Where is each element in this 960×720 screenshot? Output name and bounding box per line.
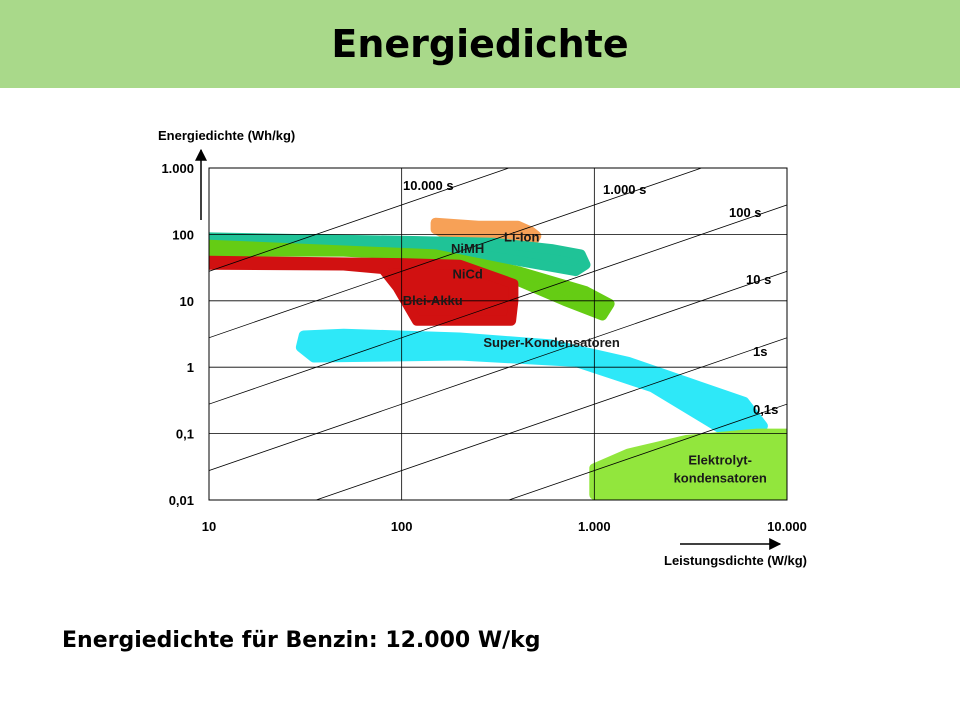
- time-line-label: 100 s: [729, 205, 762, 220]
- time-line: [209, 168, 703, 339]
- region-elektrolyt-kondensatoren: [589, 428, 787, 500]
- time-line-label: 10 s: [746, 272, 771, 287]
- time-line-label: 0,1s: [753, 402, 778, 417]
- time-line: [209, 168, 511, 272]
- footnote: Energiedichte für Benzin: 12.000 W/kg: [62, 628, 541, 653]
- y-tick-label: 0,01: [169, 493, 194, 508]
- time-line-label: 10.000 s: [403, 178, 454, 193]
- slide-title: Energiedichte: [331, 22, 629, 66]
- chart-frame: [195, 148, 788, 550]
- region-label-elektrolyt-kondensatoren: Elektrolyt-kondensatoren: [674, 452, 767, 485]
- region-label-super-kondensatoren: Super-Kondensatoren: [483, 335, 620, 350]
- title-banner: Energiedichte: [0, 0, 960, 88]
- chart-ticks: 1.000 100 10 1 0,1 0,01 10 100 1.000 10.000: [161, 161, 806, 534]
- region-label-nicd: NiCd: [452, 266, 482, 281]
- time-line: [209, 204, 787, 405]
- region-labels: Li-Ion NiMH NiCd Blei-Akku Super-Kondensator…: [403, 229, 767, 485]
- plot-frame: [208, 167, 788, 501]
- y-axis-label: Energiedichte (Wh/kg): [158, 128, 295, 143]
- x-axis-label: Leistungsdichte (W/kg): [664, 553, 807, 568]
- y-tick-label: 1.000: [161, 161, 194, 176]
- time-line-label: 1s: [753, 344, 767, 359]
- y-tick-label: 0,1: [176, 427, 194, 442]
- x-tick-label: 10: [202, 519, 216, 534]
- region-blei-akku: [209, 255, 519, 326]
- x-tick-label: 1.000: [578, 519, 611, 534]
- time-line-label: 1.000 s: [603, 182, 646, 197]
- region-label-nimh: NiMH: [451, 241, 484, 256]
- y-tick-label: 1: [187, 360, 194, 375]
- region-super-kondensatoren: [295, 328, 768, 439]
- time-line: [209, 270, 787, 471]
- time-line: [314, 337, 787, 500]
- region-label-blei-akku: Blei-Akku: [403, 293, 463, 308]
- x-tick-label: 10.000: [767, 519, 807, 534]
- time-line: [507, 403, 787, 500]
- y-tick-label: 100: [172, 227, 194, 242]
- x-tick-label: 100: [391, 519, 413, 534]
- region-label-li-ion: Li-Ion: [504, 229, 539, 244]
- time-lines: 10.000 s 1.000 s 100 s 10 s 1s 0,1s: [209, 168, 787, 500]
- y-tick-label: 10: [180, 294, 194, 309]
